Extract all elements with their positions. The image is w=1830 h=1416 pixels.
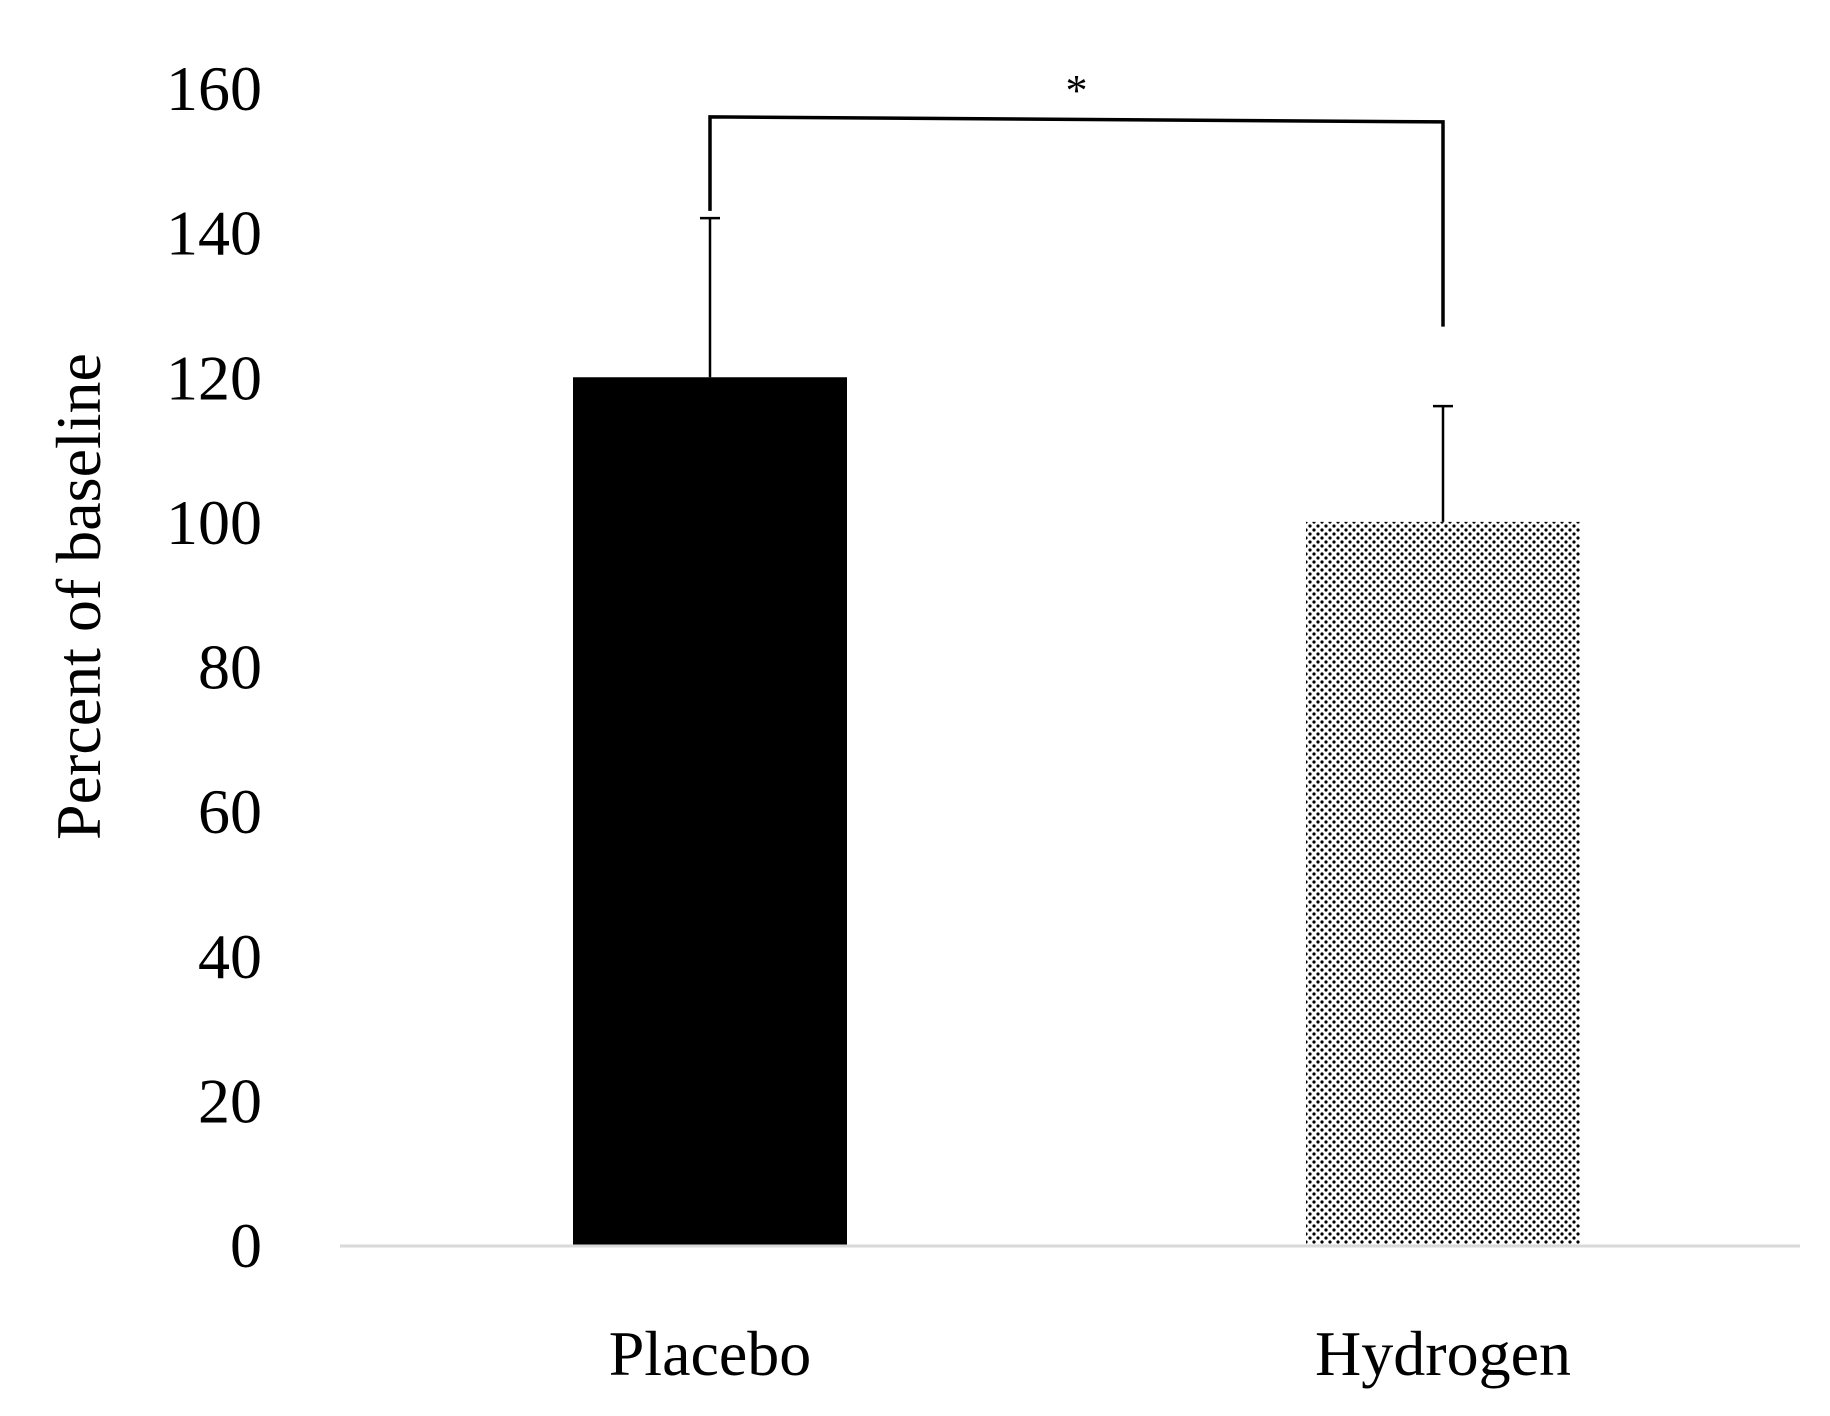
y-tick-label: 140 [166,198,262,269]
y-tick-label: 0 [230,1210,262,1281]
significance-bracket [708,115,1445,327]
y-axis-label: Percent of baseline [43,353,114,840]
bars [573,377,1580,1245]
error-bars [700,216,1453,522]
y-tick-label: 40 [198,921,262,992]
significance-label: * [1066,66,1088,115]
y-tick-label: 80 [198,632,262,703]
y-tick-label: 160 [166,53,262,124]
x-tick-label: Hydrogen [1315,1318,1571,1389]
x-tick-labels: Placebo Hydrogen [609,1318,1571,1389]
y-tick-label: 20 [198,1065,262,1136]
x-tick-label: Placebo [609,1318,812,1389]
bar-hydrogen [1306,521,1580,1245]
y-axis-label-group: Percent of baseline [43,353,114,840]
y-tick-label: 60 [198,776,262,847]
y-tick-label: 100 [166,487,262,558]
bar-placebo [573,377,847,1245]
y-tick-label: 120 [166,342,262,413]
annotations: * [708,66,1445,327]
y-tick-labels: 0 20 40 60 80 100 120 140 160 [166,53,262,1281]
